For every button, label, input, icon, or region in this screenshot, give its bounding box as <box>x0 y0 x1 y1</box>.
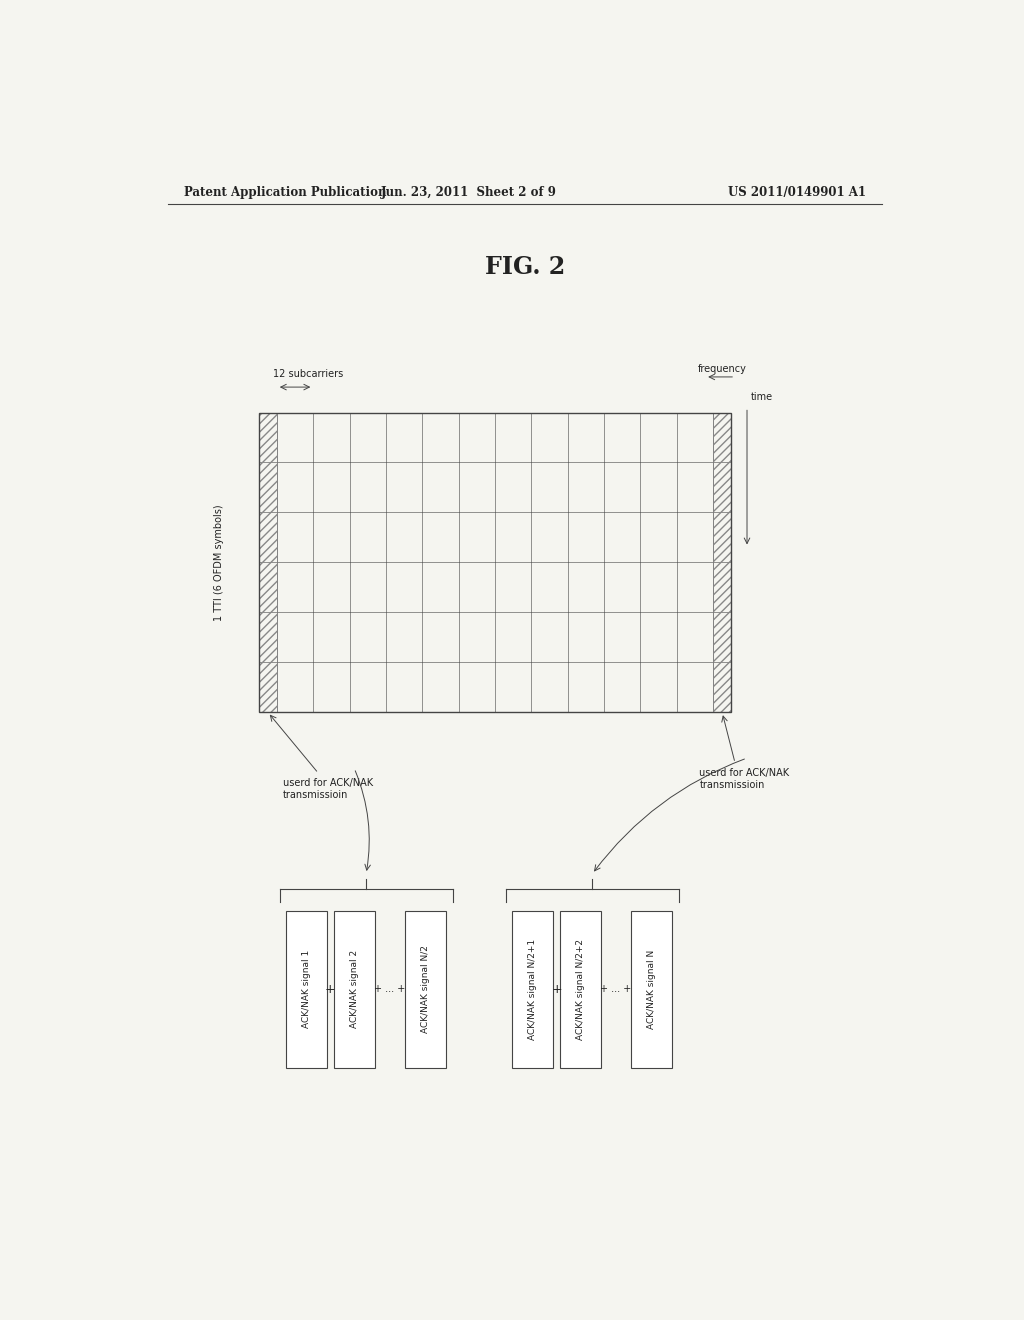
Bar <box>286 911 328 1068</box>
Text: userd for ACK/NAK
transmissioin: userd for ACK/NAK transmissioin <box>283 779 373 800</box>
Text: userd for ACK/NAK
transmissioin: userd for ACK/NAK transmissioin <box>699 768 790 789</box>
Bar <box>259 413 731 713</box>
Bar <box>713 413 731 713</box>
Bar <box>404 911 446 1068</box>
Text: US 2011/0149901 A1: US 2011/0149901 A1 <box>728 186 866 199</box>
Text: 12 subcarriers: 12 subcarriers <box>273 370 343 379</box>
Text: 1 TTI (6 OFDM symbols): 1 TTI (6 OFDM symbols) <box>214 504 224 620</box>
Bar <box>560 911 601 1068</box>
Text: + ... +: + ... + <box>374 985 406 994</box>
Text: ACK/NAK signal N: ACK/NAK signal N <box>647 949 656 1028</box>
Text: frequency: frequency <box>697 364 746 374</box>
Bar <box>512 911 553 1068</box>
Text: ACK/NAK signal N/2+1: ACK/NAK signal N/2+1 <box>528 939 538 1040</box>
Bar <box>631 911 673 1068</box>
Text: ACK/NAK signal N/2+2: ACK/NAK signal N/2+2 <box>575 939 585 1040</box>
Bar <box>259 413 276 713</box>
Text: ACK/NAK signal N/2: ACK/NAK signal N/2 <box>421 945 430 1034</box>
Text: + ... +: + ... + <box>600 985 632 994</box>
Text: Jun. 23, 2011  Sheet 2 of 9: Jun. 23, 2011 Sheet 2 of 9 <box>381 186 557 199</box>
Text: ACK/NAK signal 2: ACK/NAK signal 2 <box>349 950 358 1028</box>
Text: time: time <box>751 392 773 403</box>
Text: +: + <box>325 983 336 995</box>
Text: ACK/NAK signal 1: ACK/NAK signal 1 <box>302 950 311 1028</box>
Text: FIG. 2: FIG. 2 <box>484 255 565 279</box>
Bar <box>334 911 375 1068</box>
Text: +: + <box>551 983 562 995</box>
Text: Patent Application Publication: Patent Application Publication <box>183 186 386 199</box>
